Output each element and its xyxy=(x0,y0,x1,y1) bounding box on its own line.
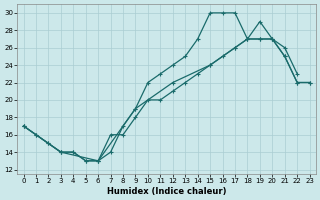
X-axis label: Humidex (Indice chaleur): Humidex (Indice chaleur) xyxy=(107,187,226,196)
